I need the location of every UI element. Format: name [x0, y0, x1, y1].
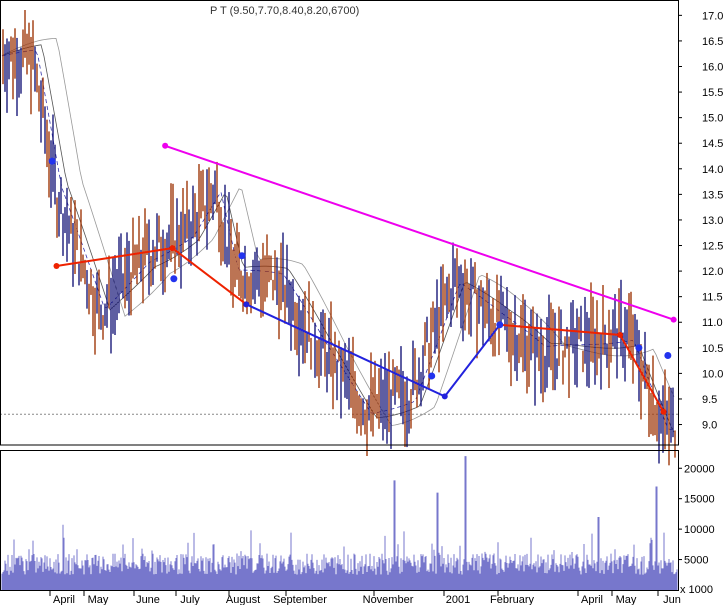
trendline-vertex	[660, 408, 667, 415]
x-tick-label: April	[581, 594, 603, 605]
price-tick-label: 14.0	[702, 164, 723, 176]
x-tick-label: June	[136, 594, 160, 605]
trendline-vertex	[617, 332, 624, 339]
x-tick-label: Jun	[663, 594, 681, 605]
volume-unit-label: x 1000	[680, 584, 713, 596]
price-tick-label: 12.0	[702, 266, 723, 278]
x-tick-label: May	[616, 594, 637, 605]
price-tick-label: 16.0	[702, 61, 723, 73]
trendline-vertex	[441, 393, 448, 400]
volume-tick-label: 20000	[684, 463, 715, 475]
price-bars	[2, 10, 676, 466]
volume-tick-label: 10000	[684, 524, 715, 536]
trendline	[164, 144, 675, 321]
pivot-point	[48, 157, 56, 165]
pivot-points	[48, 157, 672, 380]
price-frame	[0, 0, 679, 446]
price-tick-label: 11.0	[702, 317, 723, 329]
volume-tick-label: 15000	[684, 494, 715, 506]
moving-average-short	[1, 44, 675, 433]
x-tick-label: July	[180, 594, 200, 605]
moving-average-dashed	[1, 49, 675, 431]
price-grid	[0, 37, 678, 433]
pivot-point	[664, 351, 672, 359]
trendlines	[53, 142, 677, 415]
trendline-vertex	[169, 245, 176, 252]
price-tick-label: 10.5	[702, 343, 723, 355]
pivot-point	[428, 372, 436, 380]
price-tick-label: 13.5	[702, 189, 723, 201]
x-tick-label: November	[363, 594, 414, 605]
trendline-vertex	[162, 142, 169, 149]
pivot-point	[170, 275, 178, 283]
x-tick-label: August	[226, 594, 260, 605]
price-tick-label: 13.0	[702, 215, 723, 227]
price-tick-label: 12.5	[702, 241, 723, 253]
x-tick-label: February	[490, 594, 535, 605]
price-tick-label: 17.0	[702, 10, 723, 22]
volume-tick-label: 5000	[684, 555, 708, 567]
x-tick-label: April	[53, 594, 75, 605]
volume-frame	[0, 450, 679, 591]
trendline-vertex	[670, 316, 677, 323]
price-tick-label: 16.5	[702, 36, 723, 48]
x-tick-label: September	[273, 594, 327, 605]
moving-average-long	[1, 37, 675, 426]
volume-bars	[1, 456, 678, 590]
pivot-point	[635, 344, 643, 352]
trendline-vertex	[53, 262, 60, 269]
price-tick-label: 11.5	[702, 292, 723, 304]
price-tick-label: 15.0	[702, 113, 723, 125]
price-tick-label: 10.0	[702, 368, 723, 380]
x-tick-label: 2001	[446, 594, 470, 605]
price-tick-label: 9.5	[702, 394, 717, 406]
pivot-point	[238, 252, 246, 260]
price-tick-label: 15.5	[702, 87, 723, 99]
price-tick-label: 9.0	[702, 420, 717, 432]
price-tick-label: 14.5	[702, 138, 723, 150]
chart-header: P T (9.50,7.70,8.40,8.20,6700)	[210, 5, 359, 17]
x-tick-label: May	[88, 594, 109, 605]
pivot-point	[496, 321, 504, 329]
trendline-vertex	[243, 301, 250, 308]
